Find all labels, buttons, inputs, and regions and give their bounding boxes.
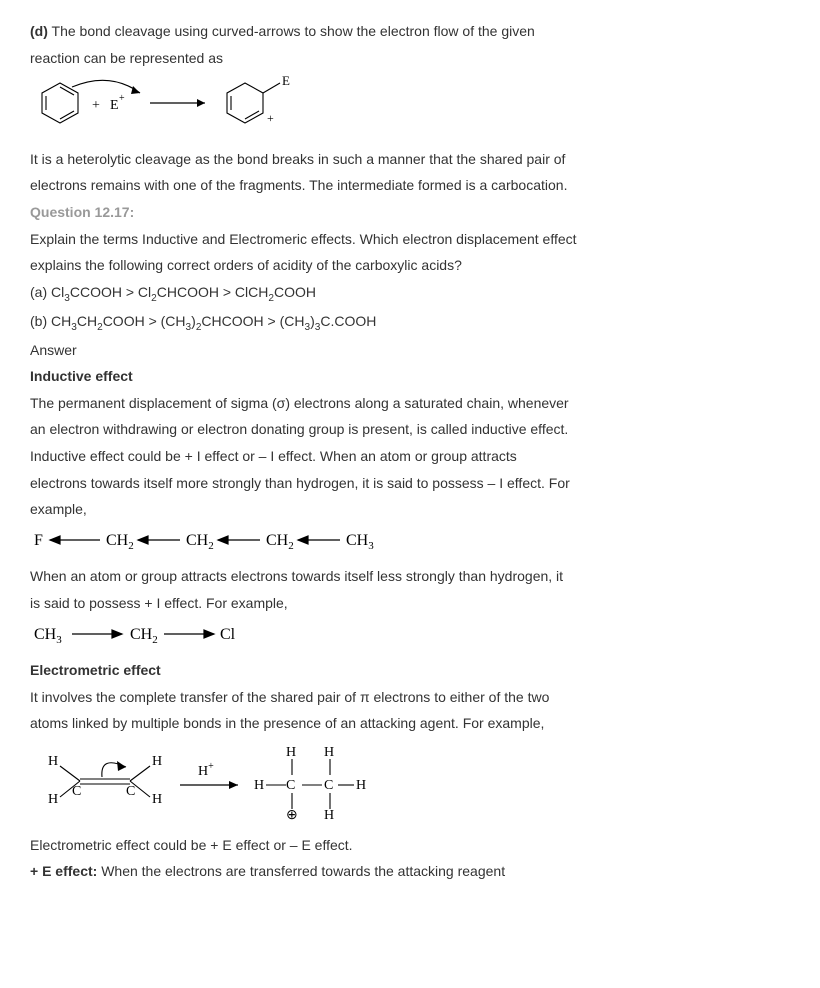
svg-text:CH2: CH2 (106, 532, 134, 552)
electro-heading: Electrometric effect (30, 657, 790, 684)
svg-text:CH3: CH3 (346, 532, 374, 552)
ele-c: Electrometric effect could be + E effect… (30, 832, 790, 859)
svg-text:C: C (126, 784, 135, 799)
ind-g: is said to possess + I effect. For examp… (30, 590, 790, 617)
inductive-chain-2: CH3 CH2 Cl (30, 621, 790, 656)
electromeric-diagram: H H H H C C H+ H C C H H ⊕ H H (30, 741, 790, 830)
part-d-label: (d) (30, 23, 48, 39)
answer-label: Answer (30, 337, 790, 364)
svg-text:+: + (119, 93, 125, 104)
q17-prompt-a: Explain the terms Inductive and Electrom… (30, 226, 790, 253)
ele-d-rest: When the electrons are transferred towar… (97, 863, 505, 879)
svg-text:E: E (282, 75, 290, 88)
svg-text:CH2: CH2 (186, 532, 214, 552)
svg-text:⊕: ⊕ (286, 808, 298, 821)
part-d-explain-a: It is a heterolytic cleavage as the bond… (30, 146, 790, 173)
ele-d-label: + E effect: (30, 863, 97, 879)
inductive-chain-1: F CH2 CH2 CH2 CH3 (30, 527, 790, 562)
svg-text:+: + (92, 98, 100, 113)
part-d-intro: (d) The bond cleavage using curved-arrow… (30, 18, 790, 45)
svg-text:C: C (324, 778, 333, 793)
svg-text:CH3: CH3 (34, 626, 62, 646)
svg-text:H: H (254, 778, 264, 793)
svg-text:H: H (152, 754, 162, 769)
reaction-svg: + E + E + (30, 75, 330, 135)
part-d-intro-text-a: The bond cleavage using curved-arrows to… (52, 23, 535, 39)
q17-prompt-b: explains the following correct orders of… (30, 252, 790, 279)
svg-text:H+: H+ (198, 761, 214, 779)
ele-b: atoms linked by multiple bonds in the pr… (30, 710, 790, 737)
part-d-reaction-diagram: + E + E + (30, 75, 790, 144)
ind-b: an electron withdrawing or electron dona… (30, 416, 790, 443)
ind-c: Inductive effect could be + I effect or … (30, 443, 790, 470)
svg-text:CH2: CH2 (130, 626, 158, 646)
svg-text:H: H (324, 745, 334, 760)
q17-option-a: (a) Cl3CCOOH > Cl2CHCOOH > ClCH2COOH (30, 279, 790, 308)
ele-d: + E effect: When the electrons are trans… (30, 858, 790, 885)
svg-text:CH2: CH2 (266, 532, 294, 552)
svg-text:C: C (72, 784, 81, 799)
ind-f: When an atom or group attracts electrons… (30, 563, 790, 590)
svg-text:H: H (152, 792, 162, 807)
svg-text:H: H (286, 745, 296, 760)
q17-option-b: (b) CH3CH2COOH > (CH3)2CHCOOH > (CH3)3C.… (30, 308, 790, 337)
ele-a: It involves the complete transfer of the… (30, 684, 790, 711)
svg-text:F: F (34, 532, 43, 549)
part-d-intro-b: reaction can be represented as (30, 45, 790, 72)
ind-e: example, (30, 496, 790, 523)
inductive-heading: Inductive effect (30, 363, 790, 390)
svg-text:H: H (324, 808, 334, 821)
svg-text:H: H (48, 754, 58, 769)
svg-text:E: E (110, 98, 119, 113)
question-title: Question 12.17: (30, 199, 790, 226)
svg-text:Cl: Cl (220, 626, 236, 643)
svg-text:+: + (267, 111, 274, 125)
svg-text:H: H (356, 778, 366, 793)
svg-text:H: H (48, 792, 58, 807)
svg-text:C: C (286, 778, 295, 793)
part-d-explain-b: electrons remains with one of the fragme… (30, 172, 790, 199)
ind-d: electrons towards itself more strongly t… (30, 470, 790, 497)
ind-a: The permanent displacement of sigma (σ) … (30, 390, 790, 417)
